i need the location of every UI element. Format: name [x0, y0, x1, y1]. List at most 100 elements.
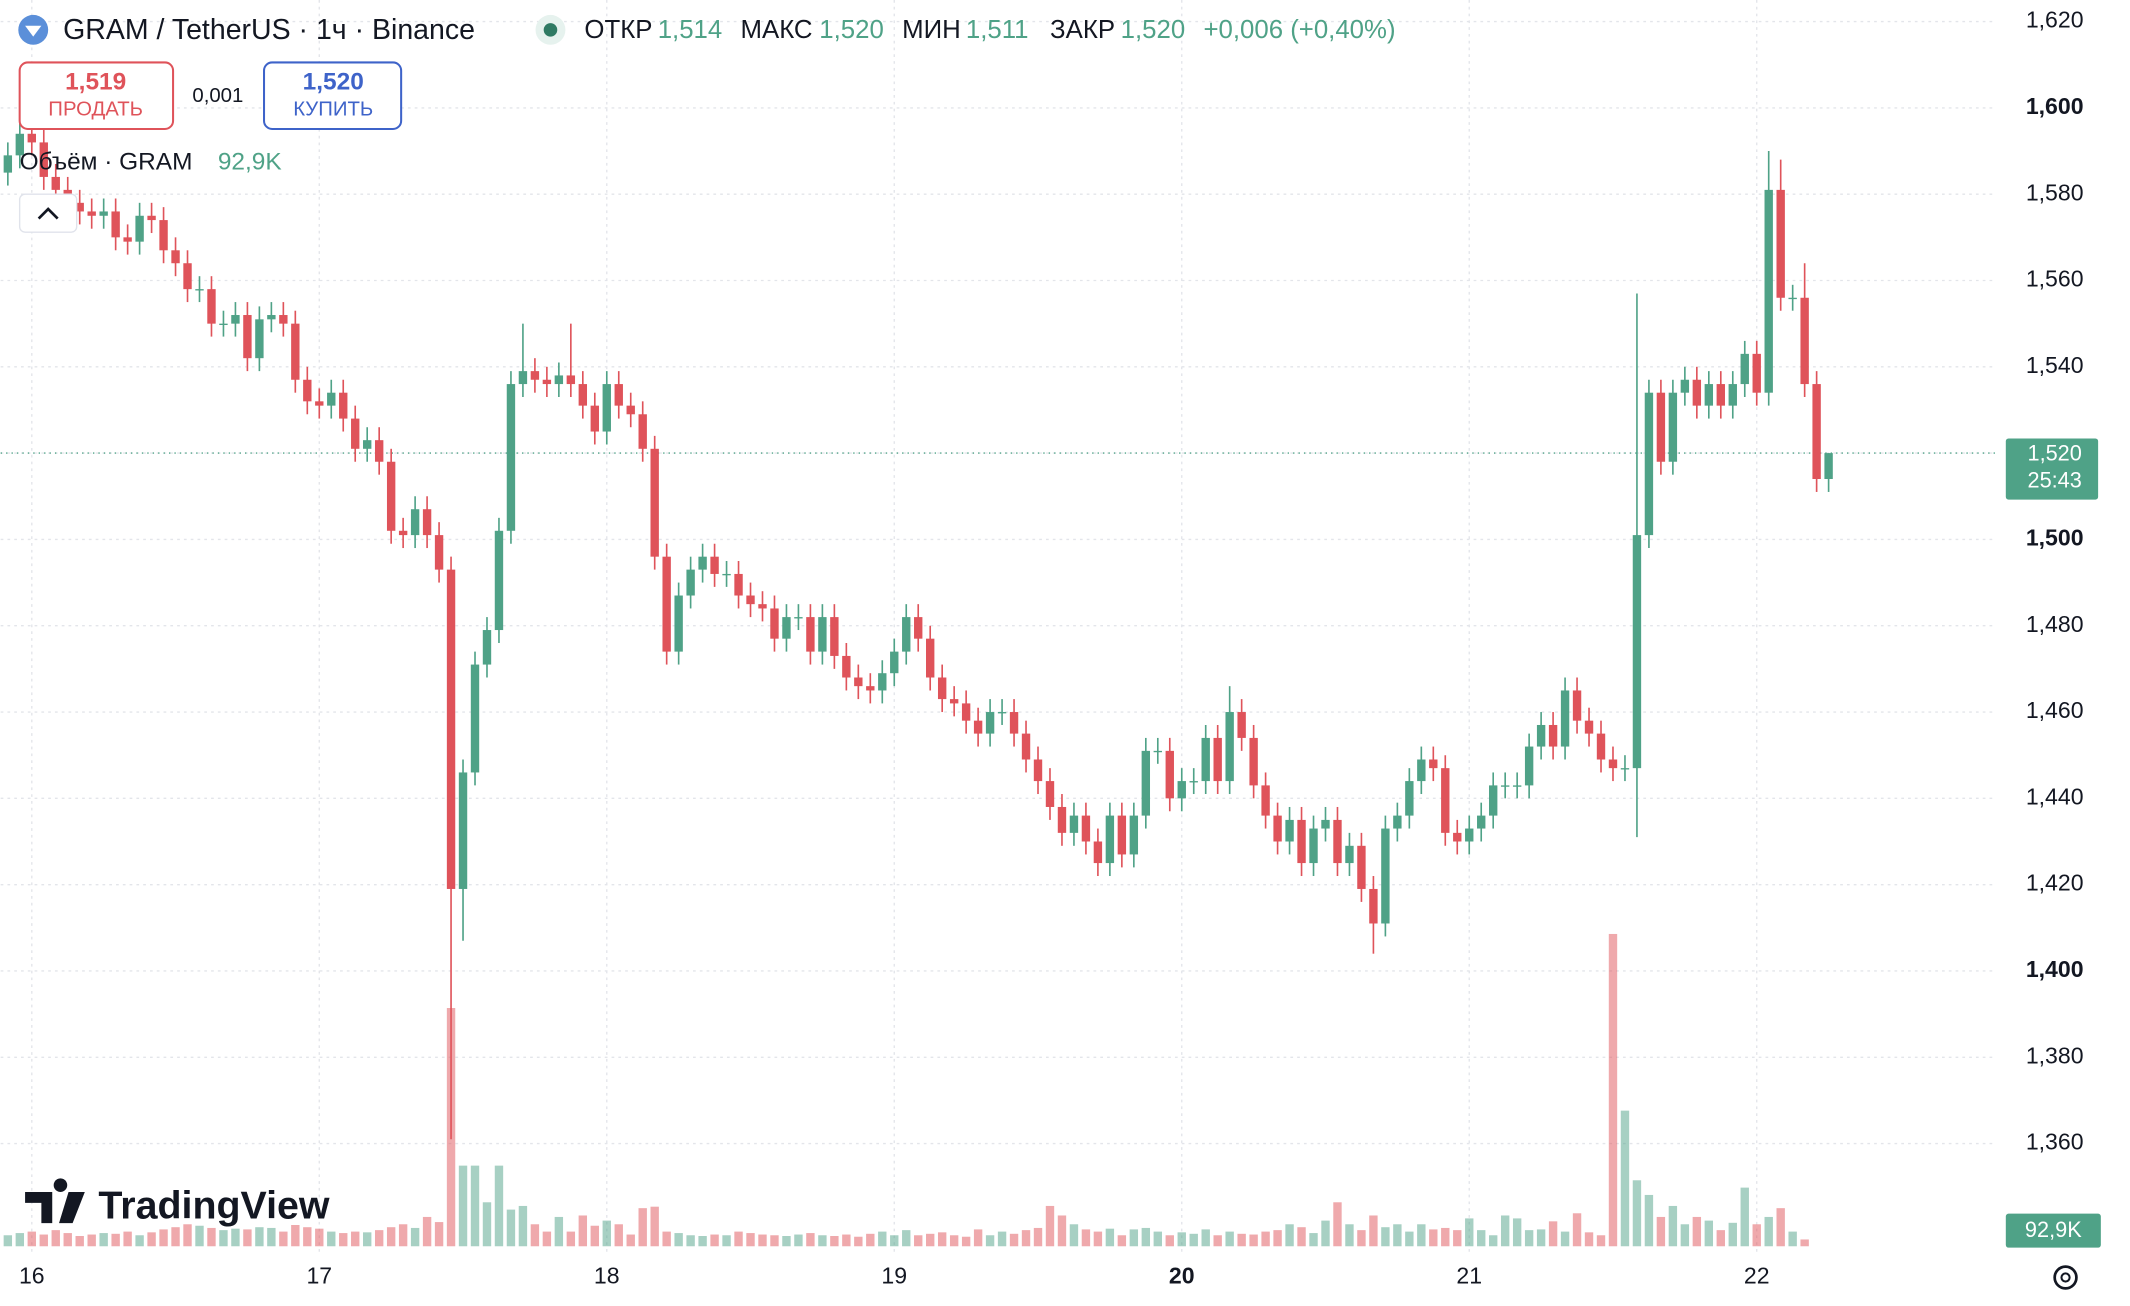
volume-bar [914, 1235, 923, 1247]
candle-body [818, 617, 827, 652]
volume-bar [818, 1235, 827, 1247]
candle-body [866, 686, 875, 691]
candle-body [914, 617, 923, 639]
volume-bar [1512, 1218, 1522, 1247]
volume-bar [1177, 1232, 1186, 1247]
candle-body [1656, 392, 1666, 462]
chevron [37, 207, 59, 220]
candle-body [854, 677, 863, 687]
volume-bar [698, 1236, 707, 1247]
buy-button[interactable] [263, 61, 403, 130]
volume-bar [1333, 1202, 1342, 1247]
candle-body [1608, 759, 1618, 769]
y-tick-label: 1,460 [2026, 697, 2084, 723]
sell-button[interactable] [18, 61, 175, 130]
candle-body [1788, 297, 1797, 300]
volume-bar [1417, 1224, 1426, 1247]
volume-bar [1093, 1231, 1103, 1247]
volume-bar [1165, 1235, 1174, 1247]
volume-bar [1477, 1230, 1486, 1247]
volume-bar [1788, 1231, 1797, 1247]
volume-bar [195, 1225, 204, 1247]
y-tick-label: 1,380 [2026, 1042, 2084, 1068]
candle-body [219, 323, 228, 326]
collapse-button[interactable] [18, 193, 78, 233]
volume-bar [973, 1229, 983, 1247]
volume-bar [590, 1225, 599, 1247]
volume-bar [1117, 1235, 1127, 1247]
x-tick-label: 22 [1744, 1263, 1770, 1289]
volume-bar [626, 1234, 635, 1247]
volume-bar [1692, 1216, 1702, 1247]
volume-value: 92,9K [218, 148, 283, 175]
candle-body [1596, 733, 1606, 760]
candle-body [339, 392, 348, 419]
volume-bar [1596, 1235, 1606, 1247]
volume-bar [1033, 1227, 1043, 1247]
grid [0, 0, 1997, 1256]
candle-body [638, 414, 647, 449]
candle-body [303, 379, 312, 402]
trade-buttons: 1,519 ПРОДАТЬ 0,001 1,520 КУПИТЬ [18, 61, 403, 130]
y-tick-label: 1,600 [2026, 93, 2084, 119]
candle-body [1357, 845, 1366, 889]
candle-body [949, 699, 959, 704]
volume-bar [27, 1231, 36, 1247]
candle-body [39, 142, 48, 177]
candle-body [1692, 379, 1702, 406]
volume-bar [135, 1235, 144, 1247]
candle-body [99, 211, 108, 216]
candle-body [578, 384, 588, 406]
volume-bar [147, 1232, 156, 1247]
candle-body [494, 530, 504, 631]
candle-body [1189, 781, 1198, 783]
candle-body [1560, 690, 1570, 747]
volume-bar [363, 1232, 372, 1247]
buy-price: 1,520 [303, 68, 364, 95]
volume-bar [279, 1231, 288, 1247]
candle-body [1453, 832, 1462, 842]
volume-bar [39, 1234, 48, 1247]
candle-body [985, 712, 995, 734]
volume-bar [494, 1165, 504, 1247]
candle-body [1009, 712, 1019, 734]
x-tick-label: 16 [19, 1263, 45, 1289]
volume-bar [1285, 1224, 1294, 1247]
candle-body [159, 220, 168, 251]
volume-bar [1608, 933, 1618, 1247]
volume-bar [231, 1228, 240, 1247]
candle-body [1141, 750, 1151, 816]
candle-body [1021, 733, 1031, 760]
volume-bar [566, 1231, 576, 1247]
candle-body [183, 263, 192, 290]
volume-bar [961, 1236, 971, 1247]
volume-bar [518, 1205, 528, 1247]
y-tick-label: 1,540 [2026, 352, 2084, 378]
volume-bar [1261, 1231, 1270, 1247]
volume-bar [710, 1234, 719, 1247]
volume-bar [243, 1229, 252, 1247]
ohlc-label: МАКС [741, 16, 813, 44]
volume-bar [542, 1231, 552, 1247]
settings-button[interactable] [2053, 1265, 2078, 1290]
candle-body [1489, 785, 1498, 816]
volume-bar [291, 1225, 300, 1247]
volume-bar [219, 1230, 228, 1247]
price-tag-bg [2005, 438, 2099, 500]
candle-body [1548, 724, 1558, 747]
candle-body [1800, 297, 1809, 385]
volume-bar [1405, 1231, 1414, 1247]
candle-body [1297, 819, 1306, 864]
candle-body [1776, 189, 1785, 298]
volume-bar [1752, 1224, 1761, 1247]
candle-body [422, 509, 432, 536]
candle-body [1045, 781, 1055, 807]
volume-bar [554, 1216, 564, 1247]
volume-bar [1572, 1213, 1582, 1247]
axes: 1,360 1,380 1,400 1,420 1,440 1,460 1,480 1,500… [19, 7, 2084, 1289]
volume-bar [374, 1230, 384, 1247]
change: +0,006 (+0,40%) [1203, 16, 1395, 44]
candle-body [1572, 690, 1582, 721]
candle-body [207, 289, 216, 324]
candle-body [1285, 819, 1294, 842]
